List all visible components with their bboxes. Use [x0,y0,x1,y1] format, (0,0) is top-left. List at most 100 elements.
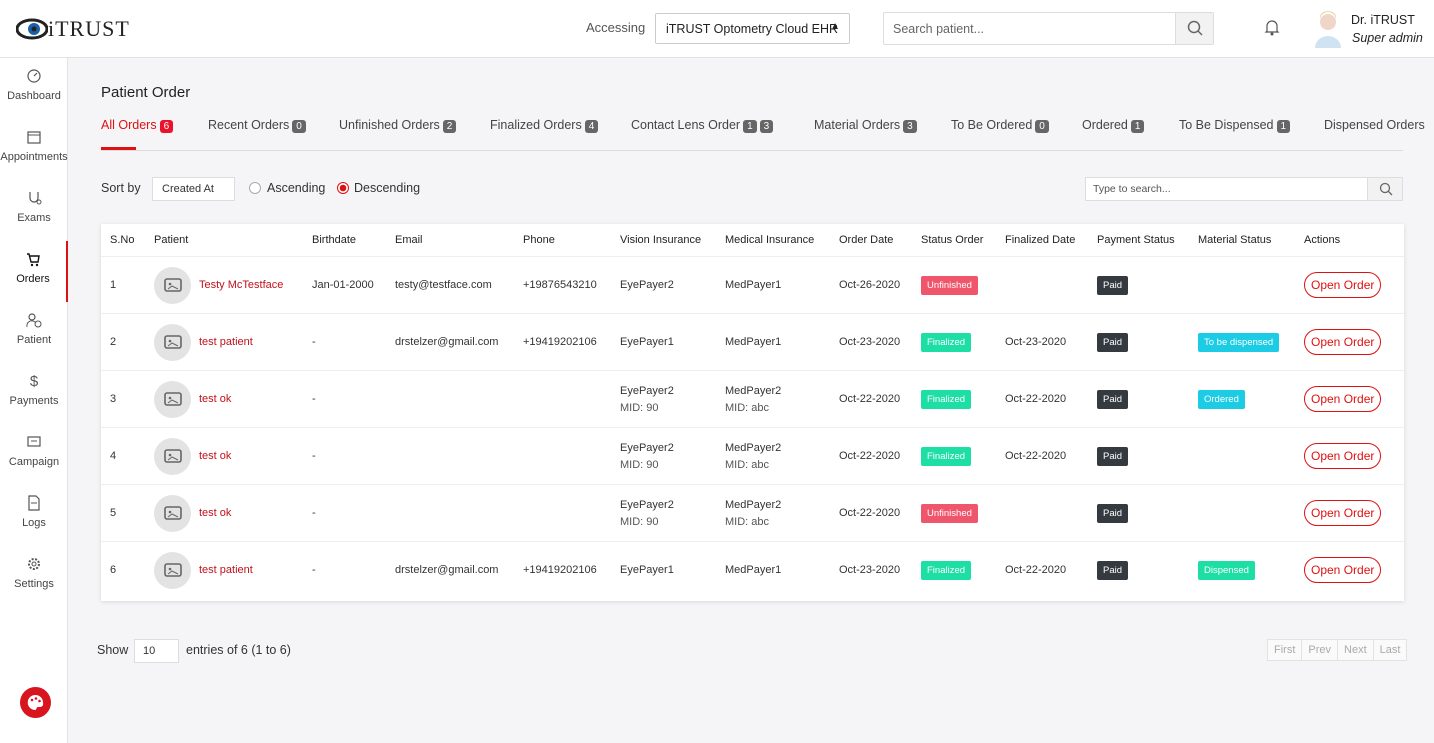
birthdate-cell: - [312,393,395,405]
tab-label: To Be Dispensed [1179,118,1274,132]
patient-search[interactable]: Search patient... [883,12,1214,45]
page-title: Patient Order [101,84,191,101]
email: drstelzer@gmail.com [395,564,499,576]
sidebar-item[interactable]: Logs [0,485,68,546]
sidebar-item[interactable]: Patient [0,302,68,363]
payment-badge: Paid [1097,560,1129,580]
user-name: Dr. iTRUST [1351,13,1415,27]
search-button[interactable] [1175,13,1213,44]
open-order-button[interactable]: Open Order [1304,386,1382,412]
order-tab[interactable]: Unfinished Orders 2 [339,118,457,133]
sidebar-item[interactable]: Settings [0,546,68,607]
table-search-button[interactable] [1367,178,1402,200]
patient-name[interactable]: Testy McTestface [199,279,284,291]
status-badge: Finalized [921,332,972,352]
phone: +19419202106 [523,564,597,576]
actions-cell: Open Order [1304,500,1404,526]
page-button[interactable]: Prev [1301,639,1339,661]
birthdate: - [312,450,316,462]
sidebar-icon [27,436,41,447]
sort-descending[interactable]: Descending [336,181,420,195]
insurance-payer: MedPayer2 [725,384,782,397]
page-button[interactable]: Last [1372,639,1408,661]
clinic-select[interactable]: iTRUST Optometry Cloud EHR ▲ [655,13,850,44]
patient-cell: Testy McTestface [154,266,312,304]
phone-cell: +19419202106 [523,336,620,348]
theme-button[interactable] [20,687,51,718]
page-button[interactable]: Next [1337,639,1374,661]
medical-insurance-cell: MedPayer1 [725,336,839,348]
email-cell: testy@testface.com [395,279,523,291]
order-tab[interactable]: Recent Orders 0 [208,118,306,133]
order-date: Oct-26-2020 [839,279,901,291]
open-order-button[interactable]: Open Order [1304,443,1382,469]
column-header: Phone [523,234,555,246]
vision-insurance-cell: EyePayer2 [620,279,725,291]
sidebar-item[interactable]: Dashboard [0,58,68,119]
order-tab[interactable]: Material Orders 3 [814,118,917,133]
patient-name[interactable]: test ok [199,507,232,519]
tab-label: Finalized Orders [490,118,582,132]
insurance-mid: MID: abc [725,515,770,528]
tab-label: Ordered [1082,118,1128,132]
notification-bell[interactable] [1263,18,1281,36]
user-role: Super admin [1352,31,1423,45]
tab-label: To Be Ordered [951,118,1033,132]
tab-count: 6 [159,120,174,133]
sidebar-icon [26,313,42,328]
open-order-button[interactable]: Open Order [1304,272,1382,298]
sidebar-item[interactable]: $ Payments [0,363,68,424]
sort-field[interactable]: Created At [152,177,235,201]
medical-insurance-cell: MedPayer1 [725,564,839,576]
tab-count: 0 [292,120,306,133]
sidebar-label: Payments [9,395,59,407]
sidebar-item[interactable]: Exams [0,180,68,241]
birthdate: - [312,507,316,519]
insurance-payer: EyePayer1 [620,564,674,576]
clinic-select-value: iTRUST Optometry Cloud EHR [666,22,839,36]
sidebar-label: Settings [14,578,54,590]
order-tab[interactable]: Contact Lens Order 1 3 [631,118,774,133]
radio-on [337,182,349,194]
patient-name[interactable]: test ok [199,393,232,405]
page-button[interactable]: First [1267,639,1303,661]
sidebar-item[interactable]: Appointments [0,119,68,180]
order-tab[interactable]: Ordered 1 [1082,118,1145,133]
patient-name[interactable]: test patient [199,336,253,348]
patient-name[interactable]: test ok [199,450,232,462]
order-tab[interactable]: Finalized Orders 4 [490,118,599,133]
logo-icon [16,18,48,40]
tab-active-underline [101,147,136,150]
email: testy@testface.com [395,279,492,291]
avatar-icon [163,449,182,463]
patient-name[interactable]: test patient [199,564,253,576]
open-order-button[interactable]: Open Order [1304,329,1382,355]
birthdate-cell: - [312,507,395,519]
order-tab[interactable]: To Be Ordered 0 [951,118,1049,133]
table-row: 3 test ok - EyePayer2 MID: 90 MedPayer2 MID: a… [101,370,1404,427]
user-avatar[interactable] [1313,10,1343,48]
patient-avatar [154,380,191,418]
birthdate-cell: Jan-01-2000 [312,279,395,291]
page-size-select[interactable]: 10 [134,639,179,663]
sort-ascending[interactable]: Ascending [248,181,325,195]
column-header: Order Date [839,234,894,246]
order-tab[interactable]: All Orders 6 [101,118,174,133]
sidebar-item[interactable]: Campaign [0,424,68,485]
order-date: Oct-22-2020 [839,393,901,405]
material-badge: Dispensed [1198,560,1255,580]
payment-cell: Paid [1097,275,1198,295]
open-order-button[interactable]: Open Order [1304,557,1382,583]
sidebar-item[interactable]: Orders [0,241,68,302]
patient-avatar [154,323,191,361]
table-search[interactable]: Type to search... [1085,177,1403,201]
tab-count: 1 [743,120,757,133]
serial-number: 1 [110,279,117,291]
tab-count: 2 [442,120,457,133]
order-tab[interactable]: Dispensed Orders [1324,118,1425,132]
payment-badge: Paid [1097,389,1129,409]
vision-insurance-cell: EyePayer1 [620,336,725,348]
order-tab[interactable]: To Be Dispensed 1 [1179,118,1291,133]
open-order-button[interactable]: Open Order [1304,500,1382,526]
status-cell: Unfinished [921,275,1005,295]
